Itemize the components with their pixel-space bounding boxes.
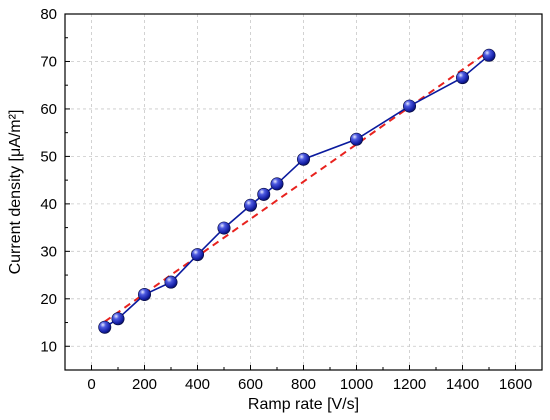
data-point bbox=[164, 275, 178, 289]
x-tick-label: 1400 bbox=[446, 376, 479, 393]
x-tick-label: 800 bbox=[291, 376, 316, 393]
data-point bbox=[349, 132, 363, 146]
data-point bbox=[257, 187, 271, 201]
data-point bbox=[482, 48, 496, 62]
y-tick-label: 50 bbox=[40, 148, 57, 165]
data-point bbox=[191, 248, 205, 262]
y-tick-label: 30 bbox=[40, 243, 57, 260]
data-point bbox=[98, 320, 112, 334]
x-tick-label: 0 bbox=[87, 376, 95, 393]
y-tick-label: 70 bbox=[40, 53, 57, 70]
y-tick-label: 60 bbox=[40, 101, 57, 118]
y-tick-label: 80 bbox=[40, 6, 57, 23]
y-tick-label: 40 bbox=[40, 196, 57, 213]
data-point bbox=[455, 71, 469, 85]
x-tick-label: 1000 bbox=[340, 376, 373, 393]
data-point bbox=[244, 198, 258, 212]
data-point bbox=[402, 99, 416, 113]
data-point bbox=[217, 221, 231, 235]
y-tick-label: 10 bbox=[40, 338, 57, 355]
grid-lines bbox=[65, 13, 542, 370]
y-axis-title: Current density [μA/m²] bbox=[7, 110, 24, 275]
data-markers bbox=[98, 48, 496, 334]
x-tick-label: 1600 bbox=[499, 376, 532, 393]
x-tick-label: 600 bbox=[238, 376, 263, 393]
axis-ticks: 0 200 400 600 800 1000 1200 1400 1600 10 20 30 40 50 6… bbox=[40, 6, 532, 393]
y-tick-label: 20 bbox=[40, 291, 57, 308]
data-point bbox=[296, 152, 310, 166]
x-tick-label: 200 bbox=[132, 376, 157, 393]
x-tick-label: 400 bbox=[185, 376, 210, 393]
x-axis-title: Ramp rate [V/s] bbox=[248, 396, 359, 413]
x-tick-label: 1200 bbox=[393, 376, 426, 393]
data-point bbox=[270, 177, 284, 191]
data-point bbox=[138, 288, 152, 302]
data-point bbox=[111, 312, 125, 326]
